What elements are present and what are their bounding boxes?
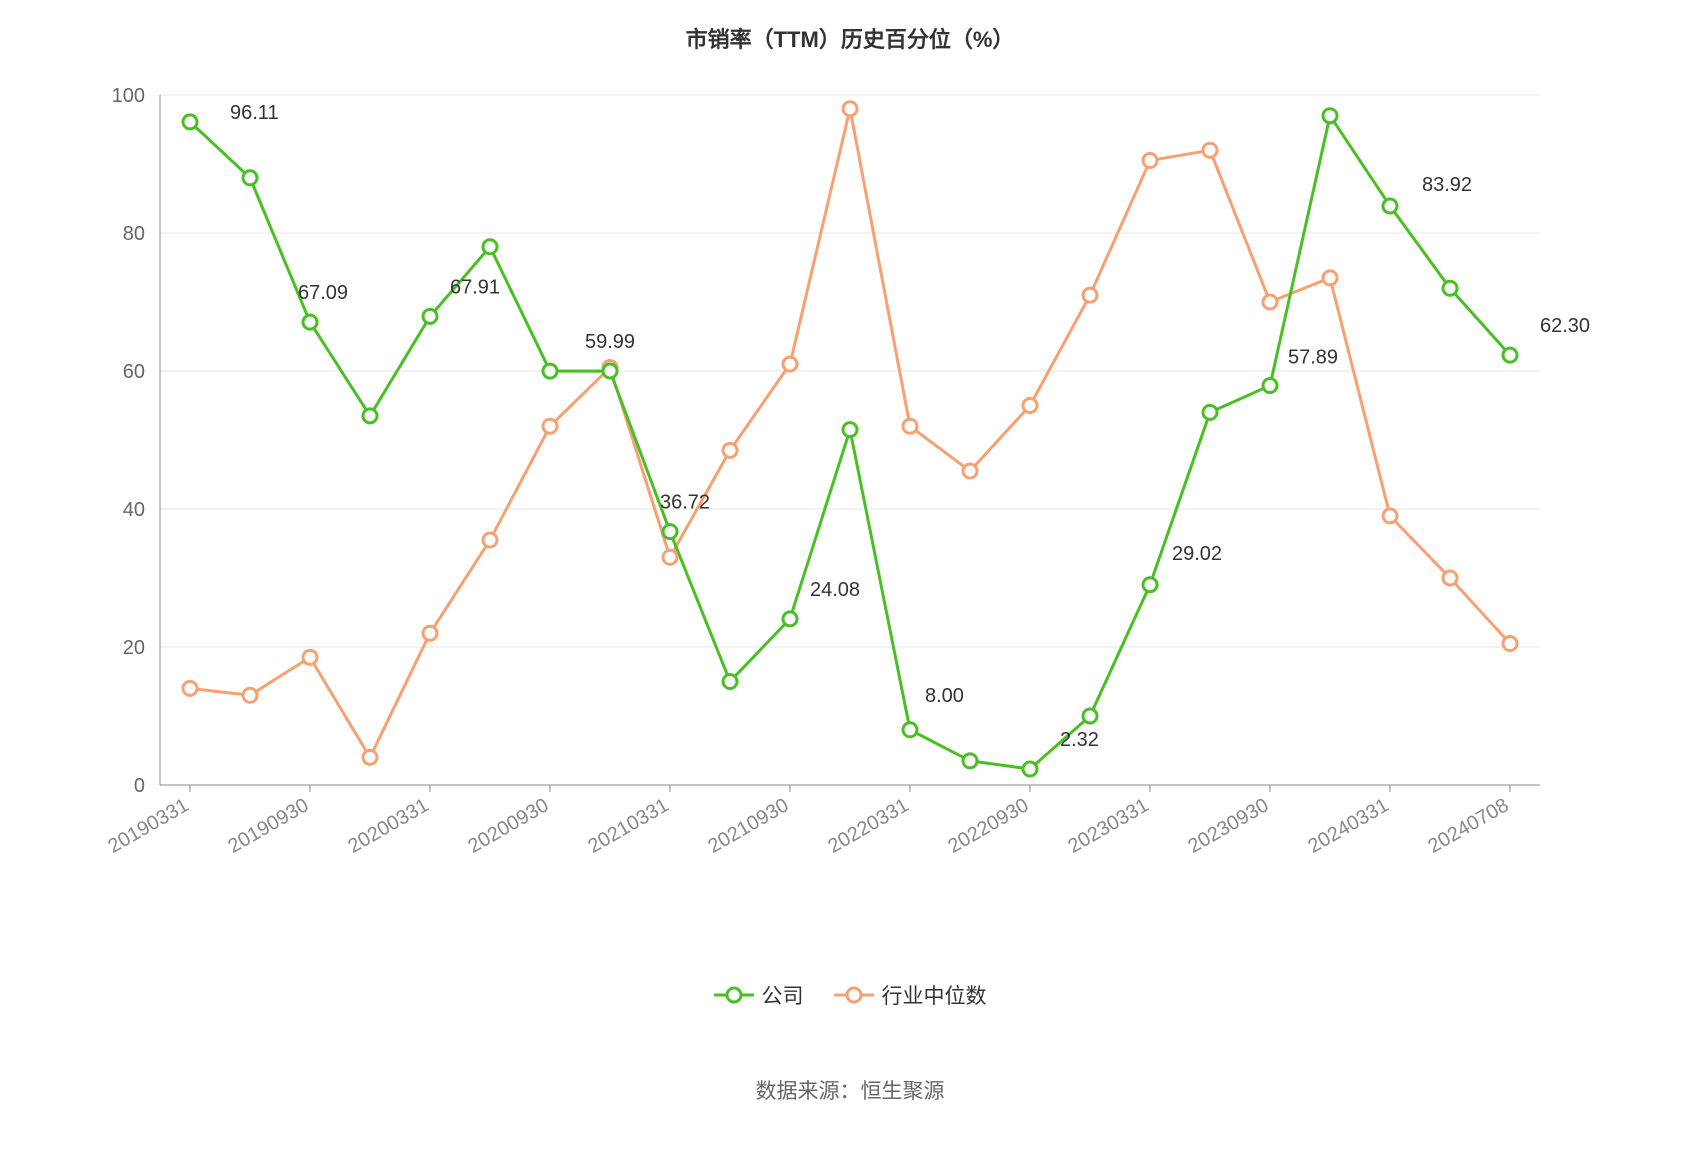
chart-legend: 公司 行业中位数	[0, 980, 1700, 1010]
svg-text:20190331: 20190331	[104, 794, 192, 858]
svg-text:20200930: 20200930	[464, 794, 552, 858]
svg-text:60: 60	[123, 361, 145, 383]
svg-text:80: 80	[123, 223, 145, 245]
svg-text:20210930: 20210930	[704, 794, 792, 858]
chart-svg: 0 20 40 60 80 100 20190331 20190930 20200331 2020…	[0, 0, 1700, 940]
svg-text:57.89: 57.89	[1288, 347, 1338, 369]
svg-text:20220930: 20220930	[944, 794, 1032, 858]
svg-text:96.11: 96.11	[230, 102, 279, 124]
svg-text:20240331: 20240331	[1304, 794, 1392, 858]
svg-text:36.72: 36.72	[660, 492, 710, 514]
svg-text:20190930: 20190930	[224, 794, 312, 858]
svg-text:24.08: 24.08	[810, 579, 860, 601]
legend-item-0[interactable]: 公司	[714, 980, 804, 1010]
svg-text:29.02: 29.02	[1172, 543, 1222, 565]
svg-text:20210331: 20210331	[584, 794, 672, 858]
svg-text:20230331: 20230331	[1064, 794, 1152, 858]
data-source-label: 数据来源：恒生聚源	[0, 1075, 1700, 1105]
svg-text:40: 40	[123, 499, 145, 521]
legend-label: 行业中位数	[882, 980, 987, 1010]
svg-text:67.91: 67.91	[450, 276, 500, 298]
svg-text:67.09: 67.09	[298, 282, 348, 304]
chart-container: 市销率（TTM）历史百分位（%） 0 20 40 60 80 100 20190331 201…	[0, 0, 1700, 1150]
svg-text:20230930: 20230930	[1184, 794, 1272, 858]
legend-item-1[interactable]: 行业中位数	[834, 980, 987, 1010]
chart-title: 市销率（TTM）历史百分位（%）	[0, 22, 1700, 54]
svg-text:100: 100	[112, 85, 145, 107]
legend-marker-icon	[834, 985, 874, 1005]
legend-label: 公司	[762, 980, 804, 1010]
svg-text:8.00: 8.00	[925, 685, 964, 707]
svg-text:59.99: 59.99	[585, 331, 635, 353]
svg-text:83.92: 83.92	[1422, 174, 1472, 196]
svg-text:2.32: 2.32	[1060, 729, 1099, 751]
svg-text:20220331: 20220331	[824, 794, 912, 858]
svg-text:62.30: 62.30	[1540, 315, 1590, 337]
svg-text:20200331: 20200331	[344, 794, 432, 858]
svg-text:20240708: 20240708	[1424, 794, 1512, 858]
svg-text:20: 20	[123, 637, 145, 659]
svg-text:0: 0	[134, 775, 145, 797]
legend-marker-icon	[714, 985, 754, 1005]
